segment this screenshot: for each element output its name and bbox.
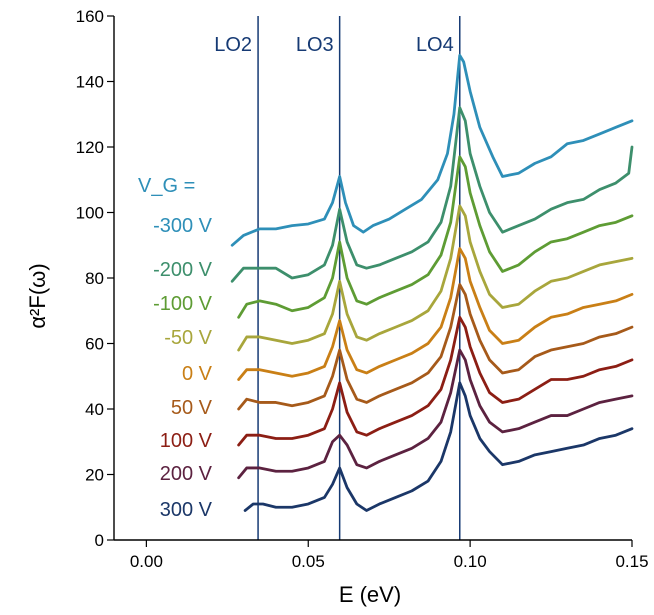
series-line-2: [237, 155, 634, 319]
marker-label-lo4: LO4: [416, 34, 454, 56]
legend-entry-3: -50 V: [164, 327, 212, 349]
series-line-4: [237, 247, 634, 381]
legend-entry-0: -300 V: [153, 215, 213, 237]
x-tick-label: 0.00: [130, 552, 163, 571]
legend-entry-6: 100 V: [160, 430, 213, 452]
x-axis-label: E (eV): [339, 582, 401, 607]
y-tick-label: 100: [76, 204, 104, 223]
label-layer: LO2 LO3 LO4 V_G = -300 V -200 V -100 V -50 V 0 V…: [138, 34, 454, 521]
series-line-1: [230, 106, 634, 283]
series-line-8: [243, 381, 634, 512]
y-axis-label: α²F(ω): [25, 263, 50, 328]
series-line-0: [230, 53, 634, 247]
axis-layer: 0 20 40 60 80 100 120 140 160 0.00 0.05 0.10 0.15: [76, 7, 649, 571]
series-line-5: [237, 283, 634, 411]
x-tick-label: 0.15: [615, 552, 648, 571]
legend-entry-8: 300 V: [160, 499, 213, 521]
x-tick-label: 0.10: [454, 552, 487, 571]
legend-entry-2: -100 V: [153, 293, 213, 315]
legend-entry-7: 200 V: [160, 463, 213, 485]
y-tick-label: 140: [76, 73, 104, 92]
y-tick-label: 40: [85, 400, 104, 419]
y-tick-label: 20: [85, 466, 104, 485]
y-tick-label: 80: [85, 269, 104, 288]
y-tick-label: 0: [95, 531, 104, 550]
legend-title: V_G =: [138, 175, 195, 197]
y-tick-label: 120: [76, 138, 104, 157]
legend-entry-1: -200 V: [153, 259, 213, 281]
y-tick-label: 60: [85, 335, 104, 354]
marker-label-lo3: LO3: [296, 34, 334, 56]
marker-label-lo2: LO2: [214, 34, 252, 56]
x-tick-label: 0.05: [292, 552, 325, 571]
series-line-6: [237, 315, 634, 447]
series-line-7: [237, 348, 634, 480]
series-line-3: [237, 204, 634, 352]
series-layer: [230, 53, 634, 512]
legend-entry-4: 0 V: [182, 363, 213, 385]
reference-line-layer: [257, 16, 461, 540]
y-tick-label: 160: [76, 7, 104, 26]
legend-entry-5: 50 V: [171, 397, 213, 419]
